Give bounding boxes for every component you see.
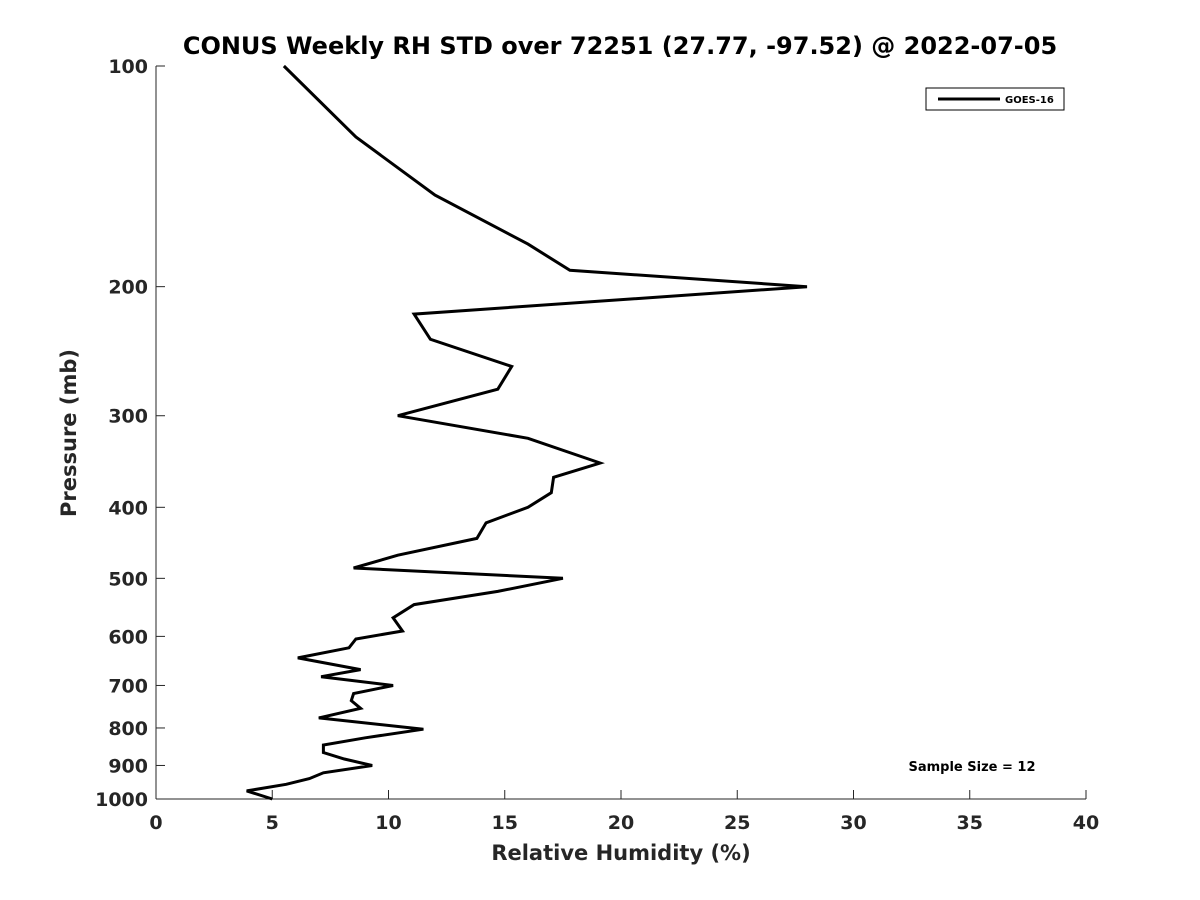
x-tick-label: 30 [840,812,866,834]
x-tick-label: 25 [724,812,750,834]
y-tick-label: 700 [108,675,148,697]
y-tick-label: 600 [108,626,148,648]
x-tick-label: 0 [149,812,162,834]
series-line-goes-16 [246,64,808,801]
y-tick-label: 1000 [95,789,148,811]
legend: GOES-16 [925,87,1065,111]
legend-entry-label: GOES-16 [1005,95,1054,106]
y-tick-label: 500 [108,568,148,590]
chart-title: CONUS Weekly RH STD over 72251 (27.77, -… [183,32,1057,60]
sample-size-annotation: Sample Size = 12 [908,760,1035,775]
x-tick-label: 35 [957,812,983,834]
tick-group: 0 5 10 15 20 25 30 35 40 100 200 300 400 500 600 700 800… [95,56,1099,834]
y-tick-label: 900 [108,755,148,777]
plot-area [156,66,1086,799]
y-tick-label: 400 [108,497,148,519]
series-layer [246,64,808,801]
y-tick-label: 300 [108,406,148,428]
x-tick-label: 5 [266,812,279,834]
x-tick-label: 15 [492,812,518,834]
y-tick-label: 800 [108,718,148,740]
y-axis-label: Pressure (mb) [57,349,81,517]
x-axis-label: Relative Humidity (%) [491,841,750,865]
y-tick-label: 200 [108,277,148,299]
x-tick-label: 20 [608,812,634,834]
x-tick-label: 10 [375,812,401,834]
y-tick-label: 100 [108,56,148,78]
x-tick-label: 40 [1073,812,1099,834]
